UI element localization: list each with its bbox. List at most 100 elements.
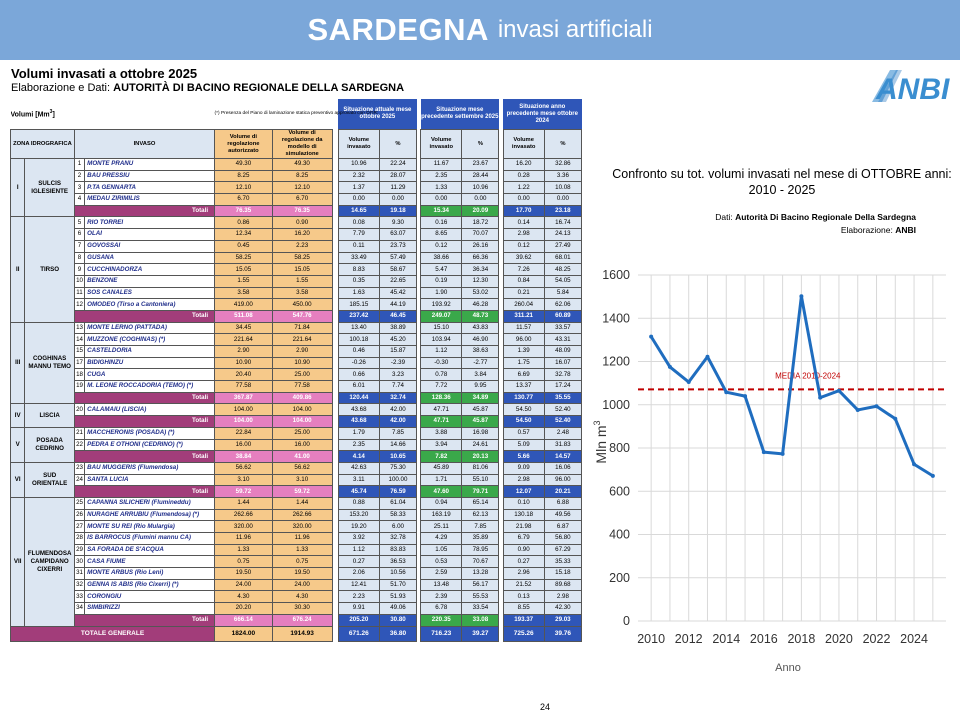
prev-month-volume: 0.94 — [420, 496, 463, 510]
current-pct: 10.56 — [378, 567, 418, 580]
prev-month-pct: 33.54 — [461, 602, 500, 615]
prev-month-volume: 3.88 — [420, 426, 463, 440]
zone-total-row: Totali 59.72 59.72 45.74 76.59 47.60 79.71 12.0… — [11, 485, 583, 498]
table-row: 11 SOS CANALES 3.58 3.58 1.63 45.42 1.90 53.02 0… — [11, 286, 583, 300]
prev-month-volume: 0.78 — [420, 368, 463, 382]
table-row: 4 MEDAU ZIRIMILIS 6.70 6.70 0.00 0.00 0.00 0.00… — [11, 193, 583, 206]
table-row: 9 CUCCHINADORZA 15.05 15.05 8.83 58.67 5.47 36.… — [11, 263, 583, 276]
total-prev-volume: 220.35 — [420, 613, 463, 627]
reg-mod-value: 2.90 — [271, 345, 333, 358]
total-reg-mod: 59.72 — [271, 485, 333, 498]
reservoir-index: 10 — [73, 274, 86, 288]
reservoir-index: 18 — [73, 368, 86, 382]
x-tick-label: 2018 — [787, 632, 815, 646]
reg-aut-value: 77.58 — [214, 380, 273, 393]
reg-mod-value: 2.23 — [271, 239, 333, 253]
table-volume-title: Volumi [Mm3] — [11, 99, 215, 130]
data-point — [686, 380, 691, 385]
table-row: VII FLUMENDOSA CAMPIDANO CIXERRI 25 CAPANNA… — [9, 496, 583, 627]
grand-total-label: TOTALE GENERALE — [9, 625, 216, 642]
current-pct: 57.49 — [378, 251, 418, 265]
prev-year-volume: 2.96 — [502, 567, 545, 580]
table-row: 18 CUGA 20.40 25.00 0.66 3.23 0.78 3.84 6.69 32.7… — [11, 368, 583, 382]
reg-aut-value: 2.90 — [214, 345, 273, 358]
reg-mod-value: 3.58 — [271, 286, 333, 300]
prev-year-volume: 6.69 — [502, 368, 545, 382]
reservoir-index: 26 — [73, 508, 86, 522]
current-volume: 3.92 — [337, 532, 380, 545]
total-reg-mod: 104.00 — [271, 415, 333, 428]
current-volume: 6.01 — [337, 380, 380, 393]
prev-year-volume: 0.90 — [502, 543, 545, 557]
current-pct: 3.23 — [378, 368, 418, 382]
reg-mod-value: 77.58 — [271, 380, 333, 393]
prev-month-pct: 35.89 — [461, 532, 500, 545]
report-subtitle: Volumi invasati a ottobre 2025 — [11, 66, 198, 81]
current-volume: 1.37 — [337, 181, 380, 195]
table-row: 14 MUZZONE (COGHINAS) (*) 221.64 221.64 100.… — [11, 333, 583, 346]
prev-month-pct: 55.53 — [461, 590, 500, 604]
current-pct: 58.67 — [378, 263, 418, 276]
current-volume: 19.20 — [337, 520, 380, 533]
prev-month-volume: 45.89 — [420, 461, 463, 475]
reg-mod-value: 320.00 — [271, 520, 333, 533]
table-row: 30 CASA FIUME 0.75 0.75 0.27 36.53 0.53 70.67 0.… — [11, 555, 583, 569]
banner-title-bold: SARDEGNA — [307, 12, 489, 47]
reg-aut-value: 1.55 — [214, 274, 273, 288]
reservoir-name: SIMBIRIZZI — [84, 602, 216, 615]
data-point — [836, 388, 841, 393]
prev-month-volume: 25.11 — [420, 520, 463, 533]
reservoir-name: MONTE SU REI (Rio Mulargia) — [84, 520, 216, 533]
reg-aut-value: 6.70 — [214, 193, 273, 206]
y-axis-title-text: Mln m — [593, 425, 609, 463]
prev-month-pct: 10.96 — [461, 181, 500, 195]
reg-aut-value: 419.00 — [214, 298, 273, 311]
prev-month-pct: 65.14 — [461, 496, 500, 510]
y-axis-title-superscript: 3 — [592, 420, 602, 425]
table-row: III COGHINAS MANNU TEMO 13 MONTE LERNO (PAT… — [9, 321, 583, 405]
mean-line-label: MEDIA 2010-2024 — [775, 371, 841, 380]
zone-total-row: Totali 511.08 547.76 237.42 46.45 249.07 48.73… — [11, 309, 583, 323]
zone-id: V — [9, 426, 26, 463]
reservoir-name: BAU PRESSIU — [84, 169, 216, 183]
prev-month-pct: 12.30 — [461, 274, 500, 288]
y-tick-label: 1200 — [602, 355, 630, 369]
grand-prev-volume: 716.23 — [420, 625, 463, 642]
prev-year-pct: 89.68 — [543, 578, 583, 592]
prev-year-volume: 0.00 — [502, 193, 545, 206]
total-current-pct: 19.18 — [378, 204, 418, 218]
reg-mod-value: 450.00 — [271, 298, 333, 311]
header-pct: % — [378, 129, 418, 159]
prev-year-pct: 33.57 — [543, 321, 583, 335]
total-prev-volume: 249.07 — [420, 309, 463, 323]
header-zona: ZONA IDROGRAFICA — [10, 129, 75, 159]
total-prev-pct: 20.13 — [461, 450, 500, 463]
prev-month-volume: 2.59 — [420, 567, 463, 580]
current-pct: 6.00 — [378, 520, 418, 533]
reservoir-name: MONTE PRANU — [84, 158, 216, 171]
reg-aut-value: 0.45 — [214, 239, 273, 253]
table-row: 26 NURAGHE ARRUBIU (Flumendosa) (*) 262.66… — [11, 508, 583, 522]
reg-mod-value: 11.96 — [271, 532, 333, 545]
prev-year-volume: 1.75 — [502, 356, 545, 370]
table-row: 29 SA FORADA DE S'ACQUA 1.33 1.33 1.12 83.83 1… — [11, 543, 583, 557]
data-point — [855, 407, 860, 412]
reg-aut-value: 3.10 — [214, 473, 273, 487]
total-reg-aut: 511.08 — [214, 309, 273, 323]
reservoir-name: SA FORADA DE S'ACQUA — [84, 543, 216, 557]
reservoir-name: BENZONE — [84, 274, 216, 288]
table-row: I SULCIS IGLESIENTE 1 MONTE PRANU 49.30 49.30… — [9, 157, 583, 218]
source-data-prefix: Dati: — [715, 212, 736, 222]
table-title-suffix: ] — [52, 111, 55, 119]
source-data-value: Autorità Di Bacino Regionale Della Sarde… — [735, 212, 916, 222]
x-tick-label: 2024 — [900, 632, 928, 646]
prev-year-pct: 31.83 — [543, 438, 583, 452]
data-point — [649, 334, 654, 339]
prev-month-pct: 70.67 — [461, 555, 500, 569]
grand-reg-mod: 1914.93 — [271, 625, 333, 642]
reg-mod-value: 6.70 — [271, 193, 333, 206]
prev-year-pct: 16.74 — [543, 216, 583, 230]
table-row: 10 BENZONE 1.55 1.55 0.35 22.65 0.19 12.30 0.84 5… — [11, 274, 583, 288]
zone-total-row: Totali 76.35 76.35 14.65 19.18 15.34 20.09 17.7… — [11, 204, 583, 218]
prev-year-pct: 35.33 — [543, 555, 583, 569]
